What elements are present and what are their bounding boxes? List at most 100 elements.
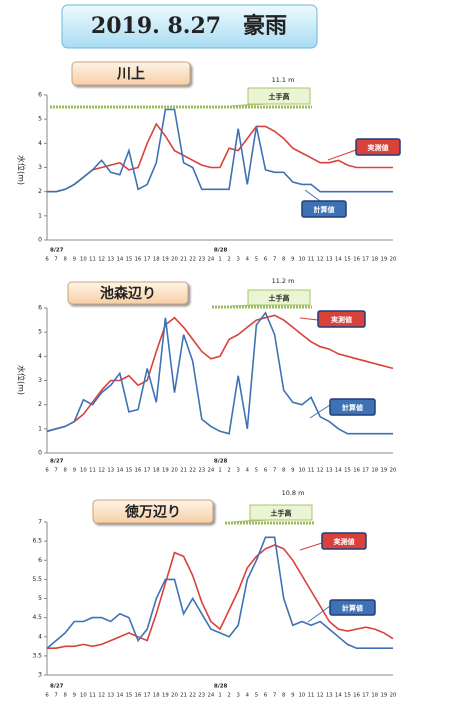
x-tick-label: 16 bbox=[353, 468, 360, 474]
series-line bbox=[46, 314, 394, 433]
x-tick-label: 15 bbox=[126, 257, 133, 263]
x-tick-label: 16 bbox=[353, 257, 360, 263]
x-tick-label: 17 bbox=[362, 693, 369, 699]
x-tick-label: 9 bbox=[73, 693, 76, 699]
y-tick-label: 1 bbox=[38, 212, 42, 219]
legend-label: 実測値 bbox=[334, 537, 355, 546]
legend-box bbox=[355, 138, 401, 156]
y-tick-label: 5 bbox=[38, 329, 42, 336]
x-tick-label: 11 bbox=[308, 257, 315, 263]
x-tick-label: 7 bbox=[54, 257, 57, 263]
x-tick-label: 3 bbox=[237, 257, 240, 263]
legend-label: 計算値 bbox=[314, 205, 335, 214]
x-tick-label: 7 bbox=[273, 693, 276, 699]
chart-label-box bbox=[92, 499, 214, 524]
chart-title: 徳万辺り bbox=[124, 504, 181, 521]
x-tick-label: 19 bbox=[381, 257, 388, 263]
x-tick-label: 17 bbox=[362, 468, 369, 474]
x-tick-label: 6 bbox=[45, 468, 49, 474]
x-tick-label: 13 bbox=[326, 257, 333, 263]
legend-box bbox=[321, 532, 367, 550]
x-tick-label: 5 bbox=[255, 693, 258, 699]
x-tick-label: 20 bbox=[390, 257, 397, 263]
legend-box bbox=[329, 599, 376, 616]
x-tick-label: 11 bbox=[308, 693, 315, 699]
x-tick-label: 11 bbox=[89, 257, 96, 263]
y-tick-label: 5 bbox=[38, 116, 42, 123]
x-tick-label: 18 bbox=[371, 693, 378, 699]
y-tick-label: 4 bbox=[38, 633, 42, 640]
x-tick-label: 16 bbox=[135, 257, 142, 263]
y-tick-label: 1 bbox=[38, 425, 42, 432]
x-tick-label: 12 bbox=[317, 257, 324, 263]
x-tick-label: 13 bbox=[326, 468, 333, 474]
y-tick-label: 2 bbox=[38, 188, 42, 195]
series-line bbox=[47, 122, 393, 193]
y-tick-label: 6 bbox=[38, 305, 42, 312]
x-tick-label: 15 bbox=[126, 693, 133, 699]
x-tick-label: 3 bbox=[237, 693, 240, 699]
x-tick-label: 4 bbox=[246, 693, 250, 699]
legend-pointer bbox=[304, 189, 321, 202]
x-tick-label: 12 bbox=[317, 468, 324, 474]
x-tick-label: 24 bbox=[208, 693, 215, 699]
x-tick-label: 14 bbox=[116, 257, 123, 263]
x-tick-label: 4 bbox=[246, 257, 250, 263]
x-tick-label: 11 bbox=[308, 468, 315, 474]
x-tick-label: 2 bbox=[227, 257, 230, 263]
x-tick-label: 14 bbox=[116, 468, 123, 474]
y-tick-label: 4 bbox=[38, 140, 42, 147]
x-tick-label: 4 bbox=[246, 468, 250, 474]
x-tick-label: 21 bbox=[180, 693, 187, 699]
x-tick-label: 9 bbox=[291, 257, 294, 263]
x-tick-label: 20 bbox=[171, 257, 178, 263]
x-tick-label: 13 bbox=[326, 693, 333, 699]
legend-label: 計算値 bbox=[342, 403, 363, 412]
x-tick-label: 6 bbox=[264, 468, 268, 474]
chart-label-box bbox=[71, 61, 191, 86]
x-tick-label: 8 bbox=[282, 468, 286, 474]
date-label: 8/27 bbox=[50, 459, 64, 465]
x-tick-label: 1 bbox=[218, 468, 221, 474]
x-tick-label: 10 bbox=[80, 693, 87, 699]
legend-pointer bbox=[307, 605, 331, 623]
legend-pointer bbox=[309, 404, 331, 419]
legend-pointer bbox=[327, 149, 357, 161]
x-tick-label: 6 bbox=[45, 257, 49, 263]
legend-pointer bbox=[299, 317, 319, 321]
x-tick-label: 8 bbox=[64, 257, 68, 263]
y-tick-label: 4.5 bbox=[32, 614, 42, 621]
x-tick-label: 2 bbox=[227, 693, 230, 699]
y-tick-label: 4 bbox=[38, 353, 42, 360]
x-tick-label: 23 bbox=[198, 257, 205, 263]
x-tick-label: 9 bbox=[73, 468, 76, 474]
legend-box bbox=[329, 398, 376, 416]
x-tick-label: 13 bbox=[107, 257, 114, 263]
level-label: 11.1 m bbox=[272, 76, 295, 84]
x-tick-label: 21 bbox=[180, 468, 187, 474]
bank-box bbox=[247, 87, 311, 105]
level-label: 11.2 m bbox=[272, 277, 295, 285]
x-tick-label: 9 bbox=[291, 693, 294, 699]
series-line bbox=[47, 108, 393, 193]
y-axis-label: 水位(m) bbox=[17, 365, 27, 395]
y-tick-label: 0 bbox=[38, 237, 42, 244]
x-tick-label: 10 bbox=[80, 257, 87, 263]
x-tick-label: 20 bbox=[390, 693, 397, 699]
x-tick-label: 9 bbox=[291, 468, 294, 474]
x-tick-label: 11 bbox=[89, 468, 96, 474]
y-tick-label: 3 bbox=[38, 672, 42, 679]
title-box bbox=[61, 4, 318, 49]
x-tick-label: 10 bbox=[80, 468, 87, 474]
x-tick-label: 2 bbox=[227, 468, 230, 474]
bank-label: 土手高 bbox=[269, 92, 290, 101]
x-tick-label: 14 bbox=[335, 693, 342, 699]
x-tick-label: 17 bbox=[144, 468, 151, 474]
series-line bbox=[47, 544, 394, 649]
bank-label: 土手高 bbox=[271, 509, 292, 518]
y-tick-label: 3.5 bbox=[32, 652, 42, 659]
x-tick-label: 13 bbox=[107, 468, 114, 474]
x-tick-label: 16 bbox=[135, 468, 142, 474]
x-tick-label: 19 bbox=[381, 693, 388, 699]
date-label: 8/27 bbox=[50, 684, 64, 690]
